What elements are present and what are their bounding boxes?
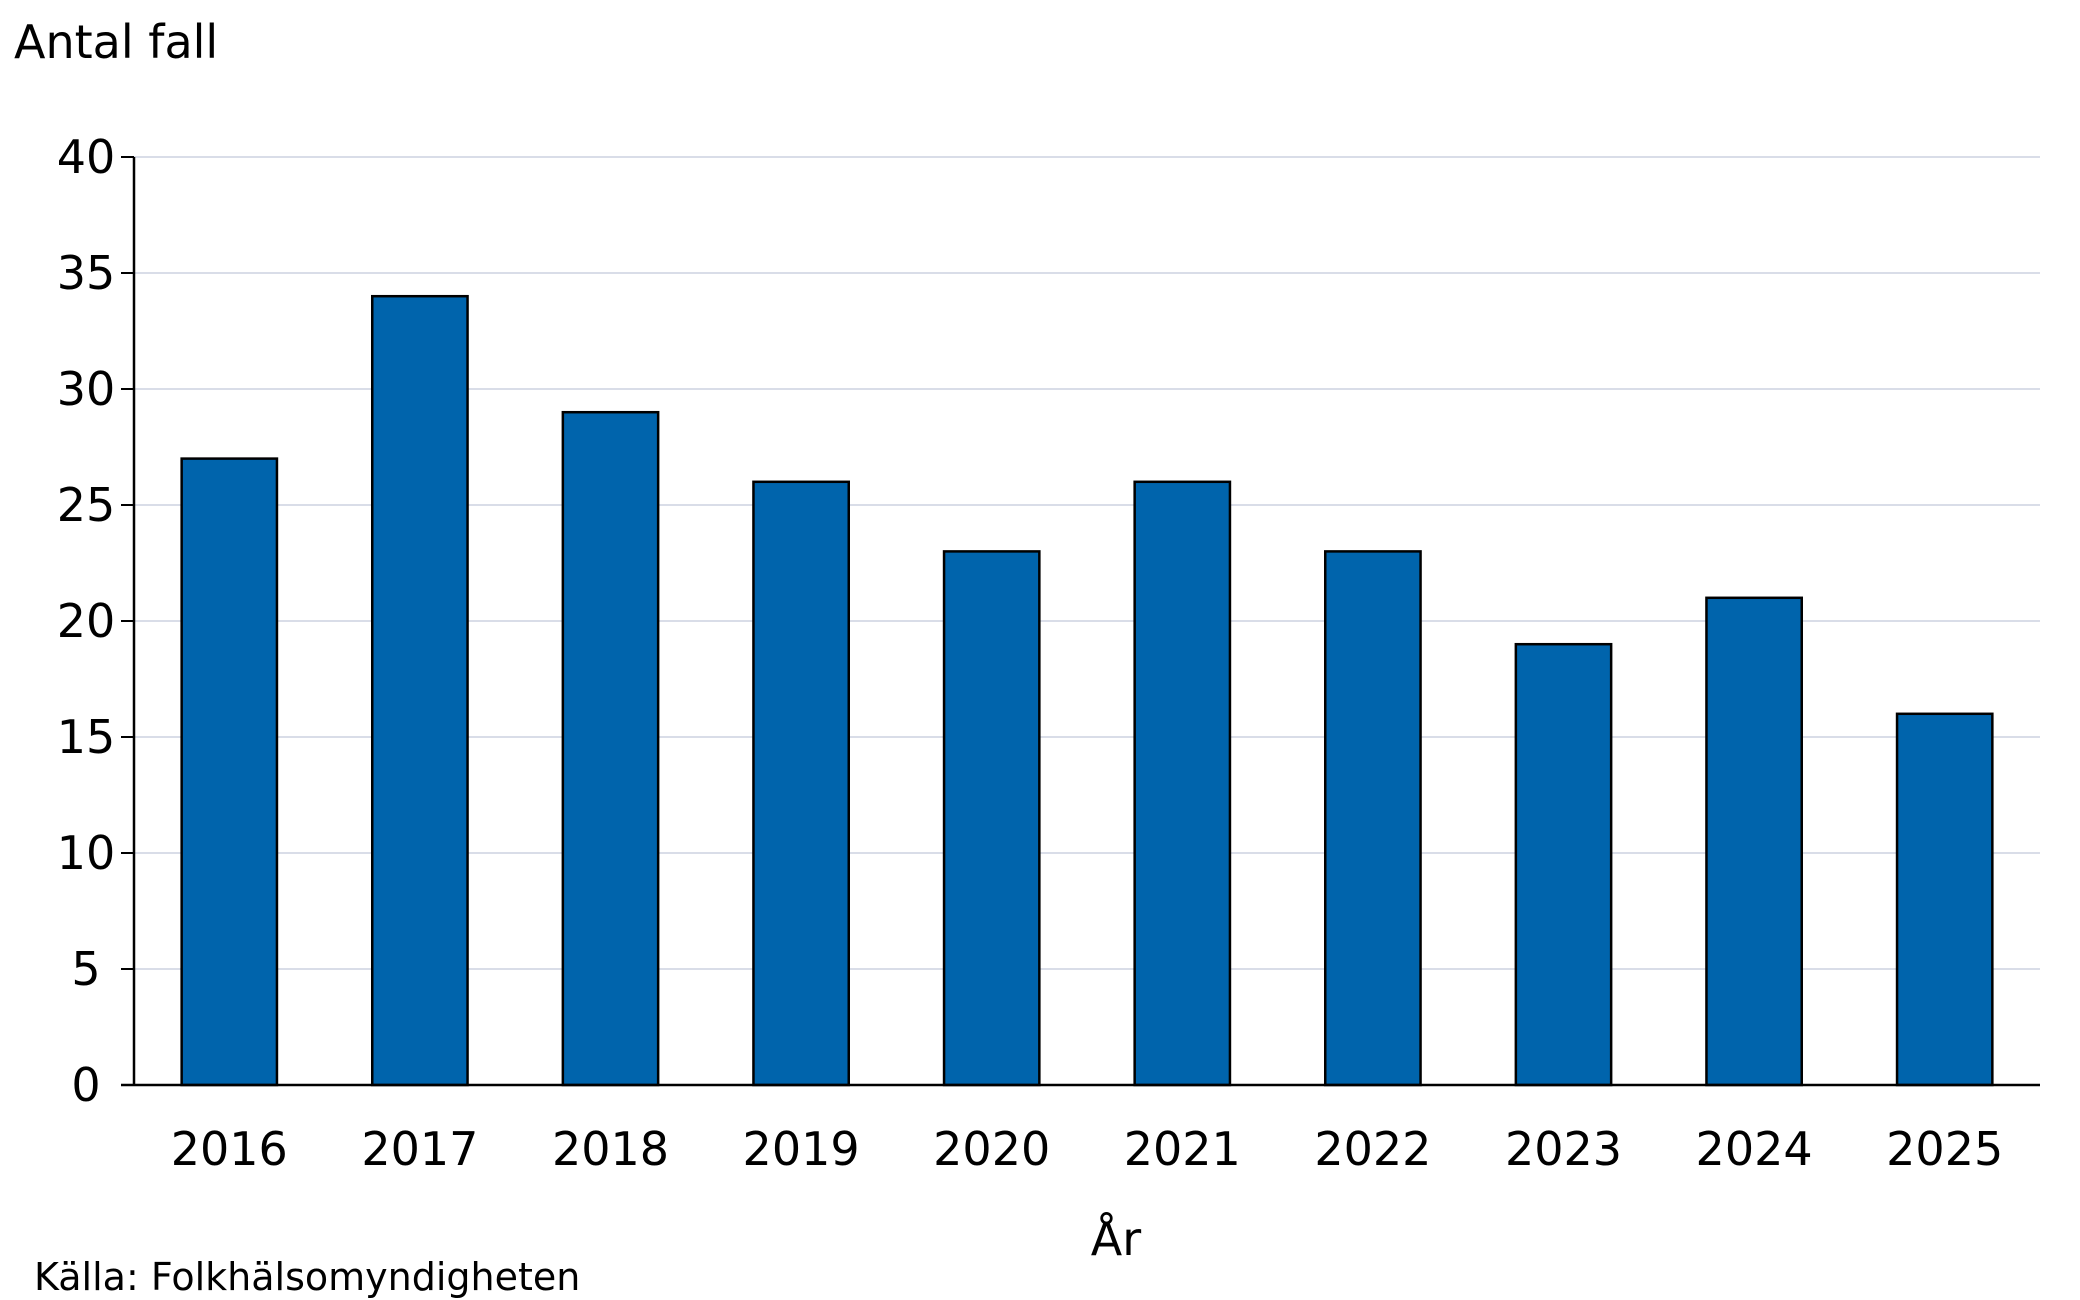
axes <box>121 156 2040 1087</box>
bar-2016 <box>180 457 279 1087</box>
x-tick-label-2022: 2022 <box>1314 1122 1431 1176</box>
y-tick-label-10: 10 <box>57 826 116 880</box>
x-tick-label-2019: 2019 <box>743 1122 860 1176</box>
y-tick-labels: 0 5 10 15 20 25 30 35 40 <box>57 130 116 1112</box>
bar-2019 <box>752 480 851 1087</box>
y-tick-label-25: 25 <box>57 478 116 532</box>
bar-2020 <box>942 550 1041 1087</box>
y-tick-label-30: 30 <box>57 362 116 416</box>
bar-2025 <box>1895 712 1994 1087</box>
x-tick-label-2018: 2018 <box>552 1122 669 1176</box>
bar-2022 <box>1324 550 1422 1087</box>
y-tick-label-15: 15 <box>57 710 116 764</box>
x-tick-label-2020: 2020 <box>933 1122 1050 1176</box>
x-tick-label-2016: 2016 <box>171 1122 288 1176</box>
bars <box>180 294 1994 1087</box>
y-axis-label: Antal fall <box>14 15 218 69</box>
y-tick-label-0: 0 <box>71 1058 100 1112</box>
x-tick-label-2017: 2017 <box>361 1122 478 1176</box>
bar-2018 <box>561 410 660 1087</box>
bar-2024 <box>1705 596 1803 1087</box>
x-axis-label: År <box>1091 1212 1141 1266</box>
bar-2021 <box>1133 480 1232 1087</box>
y-tick-label-5: 5 <box>71 942 100 996</box>
y-tick-label-40: 40 <box>57 130 116 184</box>
x-tick-label-2024: 2024 <box>1696 1122 1813 1176</box>
x-tick-label-2021: 2021 <box>1124 1122 1241 1176</box>
source-note: Källa: Folkhälsomyndigheten <box>34 1255 580 1299</box>
x-tick-label-2023: 2023 <box>1505 1122 1622 1176</box>
x-tick-labels: 2016 2017 2018 2019 2020 2021 2022 2023 2024 2025 <box>171 1122 2003 1176</box>
bar-2017 <box>371 294 469 1087</box>
y-tick-label-35: 35 <box>57 246 116 300</box>
x-tick-label-2025: 2025 <box>1886 1122 2003 1176</box>
y-tick-label-20: 20 <box>57 594 116 648</box>
bar-2023 <box>1514 642 1613 1087</box>
